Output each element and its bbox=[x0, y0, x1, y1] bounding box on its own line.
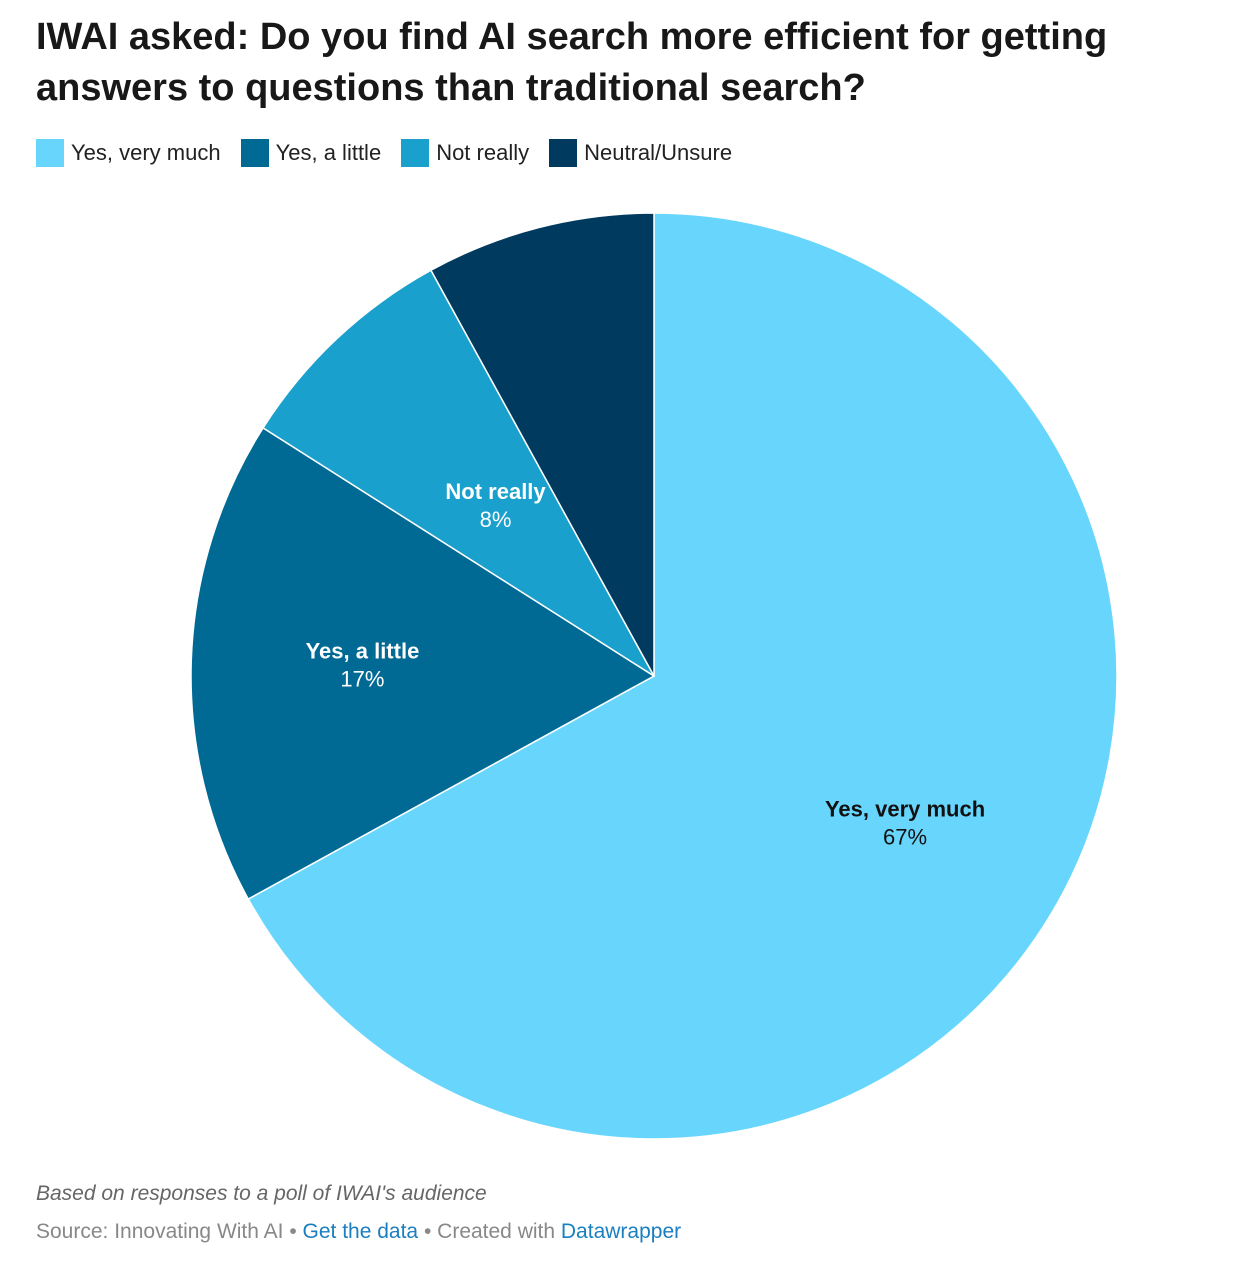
credit-link[interactable]: Datawrapper bbox=[560, 1220, 682, 1243]
slice-label-value: 67% bbox=[883, 824, 927, 849]
slice-label-name: Not really bbox=[445, 479, 546, 504]
pie-slice bbox=[190, 426, 656, 901]
legend-item: Yes, very much bbox=[36, 139, 221, 167]
legend-swatch bbox=[549, 139, 578, 167]
credit-prefix: Created with bbox=[437, 1220, 556, 1243]
pie-slice bbox=[429, 212, 655, 677]
separator: • bbox=[289, 1220, 297, 1243]
legend-swatch bbox=[240, 139, 269, 167]
legend-item: Neutral/Unsure bbox=[549, 139, 732, 167]
legend-item: Not really bbox=[401, 139, 529, 167]
legend-label: Yes, very much bbox=[71, 140, 221, 165]
source-line: Source: Innovating With AI • Get the dat… bbox=[36, 1220, 681, 1244]
slice-label-name: Yes, a little bbox=[306, 639, 420, 664]
legend: Yes, very much Yes, a little Not really Neu… bbox=[36, 139, 732, 167]
source: Source: Innovating With AI bbox=[36, 1220, 284, 1243]
separator: • bbox=[423, 1220, 432, 1243]
get-data-link[interactable]: Get the data bbox=[302, 1220, 419, 1243]
legend-label: Neutral/Unsure bbox=[584, 140, 733, 165]
legend-label: Yes, a little bbox=[275, 140, 382, 165]
pie-slice bbox=[262, 269, 655, 677]
legend-item: Yes, a little bbox=[240, 139, 382, 167]
notes: Based on responses to a poll of IWAI's a… bbox=[36, 1182, 487, 1205]
legend-label: Not really bbox=[436, 140, 530, 165]
slice-label-value: 8% bbox=[480, 507, 512, 532]
slice-label-value: 17% bbox=[340, 667, 384, 692]
slice-label-name: Yes, very much bbox=[825, 796, 985, 821]
pie-slice bbox=[247, 212, 1118, 1140]
legend-swatch bbox=[401, 139, 430, 167]
legend-swatch bbox=[36, 139, 64, 167]
chart: Yes, very much 67% Yes, a little 17% Not rea… bbox=[190, 212, 1118, 1140]
chart-title: IWAI asked: Do you find AI search more e… bbox=[36, 16, 1108, 109]
